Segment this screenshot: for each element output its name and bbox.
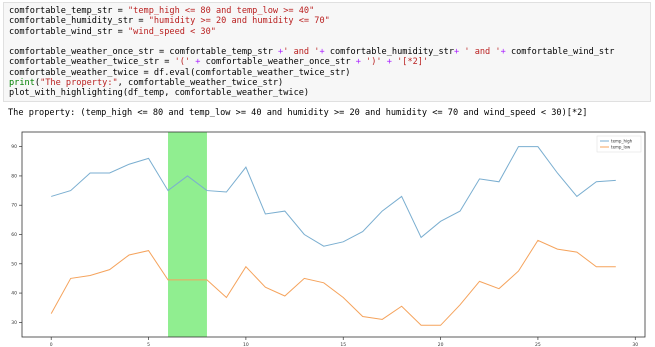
code-token: comfortable_temp_str = <box>9 6 128 16</box>
highlight-band <box>168 132 207 337</box>
y-tick-label: 60 <box>11 232 17 238</box>
code-line: comfortable_weather_once_str = comfortab… <box>9 47 645 57</box>
code-token: + <box>381 57 398 68</box>
code-token: '(' <box>174 57 191 68</box>
code-token: + <box>278 47 284 58</box>
code-line: plot_with_highlighting(df_temp, comforta… <box>9 88 645 98</box>
y-tick-label: 40 <box>11 291 17 297</box>
code-line: comfortable_temp_str = "temp_high <= 80 … <box>9 6 645 16</box>
code-line: comfortable_humidity_str = "humidity >= … <box>9 16 645 26</box>
code-token: "The property:" <box>40 78 118 89</box>
y-tick-label: 90 <box>11 144 17 150</box>
code-token: print <box>9 78 35 89</box>
code-token: , comfortable_weather_twice_str) <box>117 78 284 89</box>
output-text: The property: (temp_high <= 80 and temp_… <box>8 108 588 118</box>
legend-label: temp_low <box>611 145 631 150</box>
code-token: + <box>454 47 460 58</box>
code-token: '[*2]' <box>397 57 429 68</box>
x-tick-label: 15 <box>340 342 346 347</box>
code-token: comfortable_humidity_str = <box>9 16 149 27</box>
code-line: print("The property:", comfortable_weath… <box>9 78 645 88</box>
code-token: "humidity >= 20 and humidity <= 70" <box>148 16 330 27</box>
code-token: comfortable_weather_twice_str = <box>9 57 175 68</box>
code-token: ( <box>34 78 41 89</box>
code-line: comfortable_weather_twice = df.eval(comf… <box>9 68 645 78</box>
x-tick-label: 0 <box>50 342 53 347</box>
plot-frame <box>21 131 646 338</box>
x-tick-label: 20 <box>438 342 444 347</box>
code-token: + <box>500 47 506 58</box>
code-token: comfortable_wind_str = <box>9 26 128 37</box>
code-token: ' and ' <box>459 47 501 58</box>
code-token: plot_with_highlighting(df_temp, comforta… <box>9 88 310 99</box>
series-line-temp_low <box>50 239 616 326</box>
code-token: "wind_speed < 30" <box>128 26 216 37</box>
code-token: comfortable_weather_twice = df.eval(comf… <box>9 67 351 78</box>
code-token: + <box>319 47 325 58</box>
code-token: comfortable_weather_once_str <box>205 57 356 68</box>
code-token: + <box>190 57 206 68</box>
y-tick-label: 30 <box>11 320 17 326</box>
y-tick-label: 50 <box>11 261 17 267</box>
code-token: comfortable_wind_str <box>505 47 615 58</box>
code-token: + <box>355 57 361 68</box>
line-chart: 0 5 10 15 20 25 30 30 40 50 60 70 80 90 temp_hightemp_… <box>11 131 646 347</box>
code-cell[interactable]: comfortable_temp_str = "temp_high <= 80 … <box>3 2 651 102</box>
y-tick-label: 80 <box>11 173 17 179</box>
code-line: comfortable_weather_twice_str = '(' + co… <box>9 57 645 67</box>
code-token: ')' <box>360 57 382 68</box>
x-tick-label: 5 <box>147 342 150 347</box>
legend-label: temp_high <box>611 139 633 144</box>
code-token: comfortable_humidity_str <box>324 47 454 58</box>
legend-box <box>596 135 642 153</box>
x-tick-label: 10 <box>243 342 249 347</box>
code-token: comfortable_weather_once_str = comfortab… <box>9 47 279 58</box>
y-tick-label: 70 <box>11 203 17 209</box>
series-line-temp_high <box>51 146 616 247</box>
code-line: comfortable_wind_str = "wind_speed < 30" <box>9 27 645 37</box>
x-tick-label: 30 <box>632 342 638 347</box>
x-tick-label: 25 <box>535 342 541 347</box>
code-token: ' and ' <box>283 47 320 58</box>
code-token: "temp_high <= 80 and temp_low >= 40" <box>128 6 315 16</box>
code-line <box>9 37 645 47</box>
